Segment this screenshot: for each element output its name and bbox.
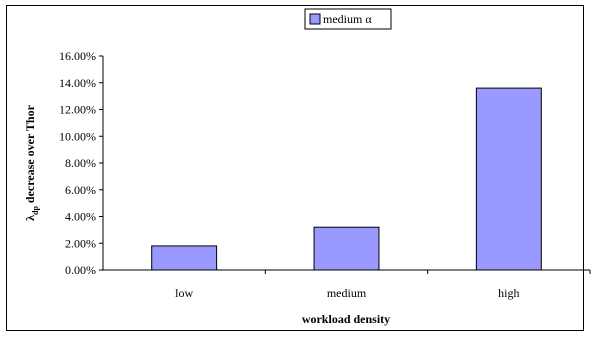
y-axis-title-text: decrease over Thor [23, 104, 37, 206]
y-tick-label: 4.00% [65, 210, 96, 224]
legend: medium α [304, 8, 392, 30]
x-tick-label-medium: medium [327, 286, 367, 300]
y-tick-label: 6.00% [65, 183, 96, 197]
bar-high [475, 87, 542, 271]
legend-box [304, 8, 392, 30]
x-axis-title: workload density [302, 312, 390, 326]
y-tick-label: 0.00% [65, 263, 96, 277]
y-tick-label: 16.00% [59, 49, 96, 63]
y-tick-label: 10.00% [59, 129, 96, 143]
legend-label: medium α [323, 12, 372, 26]
x-tick-label-low: low [175, 286, 193, 300]
plot-area: 0.00% 2.00% 4.00% 6.00% 8.00% 10.00% 12.00% 14.… [59, 49, 591, 300]
y-tick-label: 12.00% [59, 103, 96, 117]
y-axis-title-subscript: dp [31, 206, 40, 215]
bars [151, 87, 542, 271]
y-tick-label: 8.00% [65, 156, 96, 170]
x-ticks: low medium high [175, 270, 591, 300]
y-tick-label: 2.00% [65, 236, 96, 250]
x-tick-label-high: high [498, 286, 519, 300]
y-tick-label: 14.00% [59, 76, 96, 90]
y-ticks: 0.00% 2.00% 4.00% 6.00% 8.00% 10.00% 12.00% 14.… [59, 49, 103, 277]
legend-swatch [309, 13, 321, 25]
bar-low [151, 245, 218, 271]
bar-medium [313, 226, 380, 271]
y-axis-title: λdp decrease over Thor [23, 104, 40, 220]
y-axis-title-symbol: λ [23, 215, 37, 221]
